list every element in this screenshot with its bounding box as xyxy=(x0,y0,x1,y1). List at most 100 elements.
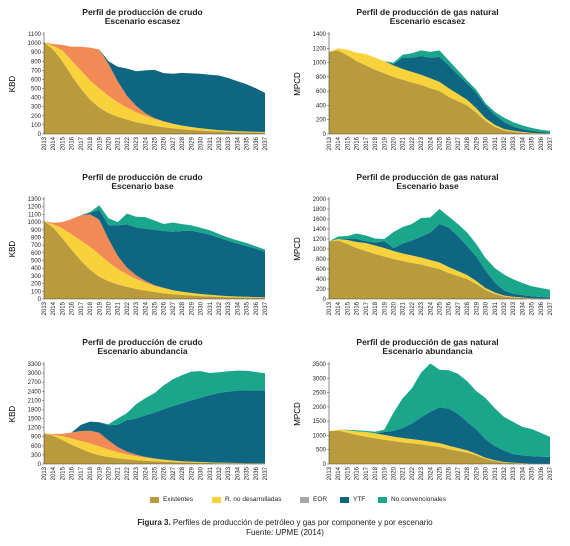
x-tick-label: 2031 xyxy=(493,466,499,480)
x-tick-label: 2028 xyxy=(180,301,186,315)
x-tick-label: 2021 xyxy=(116,136,122,150)
x-tick-label: 2023 xyxy=(419,301,425,315)
y-tick-label: 900 xyxy=(31,50,42,56)
x-tick-label: 2037 xyxy=(548,301,554,315)
chart-title: Perfil de producción de crudo xyxy=(82,337,203,347)
x-tick-label: 2023 xyxy=(134,466,140,480)
y-axis-label: MPCD xyxy=(293,237,302,261)
y-tick-label: 700 xyxy=(31,68,42,74)
y-tick-label: 1000 xyxy=(313,433,327,439)
x-tick-label: 2015 xyxy=(60,136,66,150)
x-tick-label: 2019 xyxy=(382,466,388,480)
y-tick-label: 300 xyxy=(31,105,42,111)
x-tick-label: 2024 xyxy=(143,301,149,315)
x-tick-label: 2027 xyxy=(171,301,177,315)
x-tick-label: 2021 xyxy=(116,466,122,480)
x-tick-label: 2028 xyxy=(180,136,186,150)
y-tick-label: 500 xyxy=(316,448,327,454)
legend-label: YTF xyxy=(353,496,366,503)
y-axis-label: KBD xyxy=(8,241,17,258)
x-tick-label: 2030 xyxy=(199,466,205,480)
y-tick-label: 3000 xyxy=(313,376,327,382)
x-tick-label: 2035 xyxy=(245,301,251,315)
chart-svg: 0 500 1000 1500 2000 2500 3000 3500 2013 2014 2015… xyxy=(293,362,554,480)
area-ytf xyxy=(329,48,550,134)
x-tick-label: 2032 xyxy=(217,301,223,315)
legend-swatch xyxy=(212,496,221,503)
y-tick-label: 1100 xyxy=(28,32,42,38)
caption-source: Fuente: UPME (2014) xyxy=(246,528,324,537)
y-tick-label: 300 xyxy=(31,453,42,459)
x-tick-label: 2036 xyxy=(539,466,545,480)
y-tick-label: 900 xyxy=(31,435,42,441)
x-tick-label: 2034 xyxy=(520,136,526,150)
x-tick-label: 2033 xyxy=(511,301,517,315)
y-tick-label: 100 xyxy=(31,123,42,129)
y-tick-label: 500 xyxy=(31,87,42,93)
area-ex xyxy=(44,42,265,135)
legend-item-eor: EOR xyxy=(300,496,327,503)
x-tick-label: 2033 xyxy=(226,301,232,315)
x-tick-label: 2033 xyxy=(226,136,232,150)
chart-subtitle: Escenario abundancia xyxy=(97,346,188,356)
y-tick-label: 3500 xyxy=(313,362,327,368)
x-tick-label: 2035 xyxy=(530,466,536,480)
x-tick-label: 2018 xyxy=(373,301,379,315)
x-tick-label: 2034 xyxy=(235,136,241,150)
y-tick-label: 0 xyxy=(38,462,42,468)
area-ex xyxy=(329,50,550,134)
x-tick-label: 2020 xyxy=(106,301,112,315)
x-tick-label: 2031 xyxy=(208,466,214,480)
x-tick-label: 2016 xyxy=(70,301,76,315)
x-tick-label: 2017 xyxy=(364,136,370,150)
chart-gas-escasez: Perfil de producción de gas natural Esce… xyxy=(285,0,570,165)
x-tick-label: 2035 xyxy=(530,301,536,315)
x-tick-label: 2029 xyxy=(189,466,195,480)
x-tick-label: 2016 xyxy=(355,466,361,480)
x-tick-label: 2015 xyxy=(60,466,66,480)
x-tick-label: 2026 xyxy=(447,301,453,315)
y-tick-label: 400 xyxy=(316,277,327,283)
x-tick-label: 2017 xyxy=(79,466,85,480)
x-tick-label: 2021 xyxy=(401,466,407,480)
x-tick-label: 2034 xyxy=(235,301,241,315)
x-tick-label: 2027 xyxy=(456,301,462,315)
y-tick-label: 200 xyxy=(316,287,327,293)
y-tick-label: 2000 xyxy=(313,405,327,411)
x-tick-label: 2014 xyxy=(51,466,57,480)
x-tick-label: 2013 xyxy=(42,466,48,480)
y-tick-label: 0 xyxy=(323,297,327,303)
y-tick-label: 500 xyxy=(31,259,42,265)
area-ytf xyxy=(329,407,550,464)
y-tick-label: 1500 xyxy=(313,419,327,425)
y-tick-label: 1600 xyxy=(313,217,327,223)
x-tick-label: 2028 xyxy=(180,466,186,480)
x-tick-label: 2029 xyxy=(189,136,195,150)
x-tick-label: 2013 xyxy=(327,136,333,150)
x-tick-label: 2033 xyxy=(226,466,232,480)
x-tick-label: 2024 xyxy=(428,136,434,150)
x-tick-label: 2030 xyxy=(484,136,490,150)
area-ytf xyxy=(44,390,265,464)
x-tick-label: 2022 xyxy=(125,466,131,480)
figure-caption: Figura 3. Perfiles de producción de petr… xyxy=(0,518,570,538)
y-tick-label: 600 xyxy=(316,267,327,273)
chart-svg: 0100200300400500600700800900100011001200… xyxy=(8,197,269,315)
x-tick-label: 2030 xyxy=(199,301,205,315)
y-tick-label: 800 xyxy=(31,59,42,65)
chart-svg: 0 300 600 900 1200 1500 1800 2100 2400 2700 3000 33… xyxy=(8,362,269,480)
x-tick-label: 2014 xyxy=(51,136,57,150)
x-tick-label: 2034 xyxy=(520,301,526,315)
legend-item-ytf: YTF xyxy=(340,496,365,503)
y-tick-label: 900 xyxy=(31,228,42,234)
x-tick-label: 2017 xyxy=(79,136,85,150)
x-tick-label: 2023 xyxy=(419,136,425,150)
x-tick-label: 2025 xyxy=(438,136,444,150)
x-tick-label: 2022 xyxy=(410,466,416,480)
x-tick-label: 2032 xyxy=(217,136,223,150)
x-tick-label: 2017 xyxy=(364,466,370,480)
legend-item-rnd: R. no desarrolladas xyxy=(212,496,281,503)
x-tick-label: 2026 xyxy=(162,136,168,150)
caption-figure-label: Figura 3. xyxy=(137,518,171,527)
x-tick-label: 2027 xyxy=(456,466,462,480)
